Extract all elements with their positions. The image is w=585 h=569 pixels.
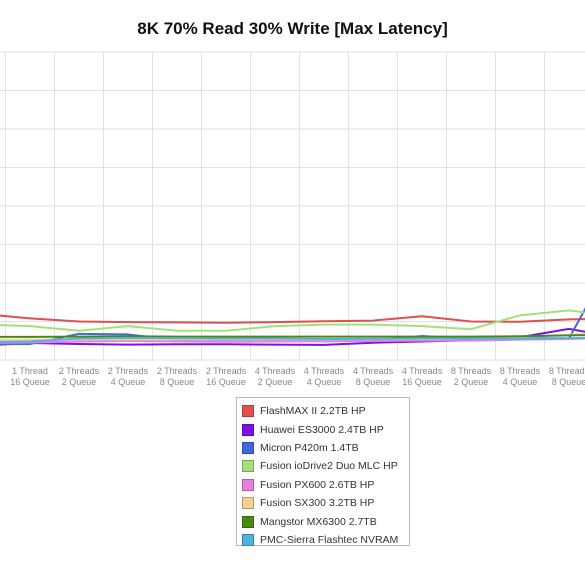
legend-label: Mangstor MX6300 2.7TB bbox=[260, 515, 377, 528]
chart-title: 8K 70% Read 30% Write [Max Latency] bbox=[137, 19, 448, 38]
legend-item: Fusion PX600 2.6TB HP bbox=[242, 476, 409, 494]
series-line-7 bbox=[0, 336, 585, 343]
x-tick-label: 8 Threads 4 Queue bbox=[500, 366, 541, 387]
x-tick-label: 4 Threads 8 Queue bbox=[353, 366, 394, 387]
x-tick-label: 4 Threads 2 Queue bbox=[255, 366, 296, 387]
x-tick-label: 2 Threads 16 Queue bbox=[206, 366, 247, 387]
x-tick-label: 2 Threads 4 Queue bbox=[108, 366, 149, 387]
legend-item: Micron P420m 1.4TB bbox=[242, 439, 409, 457]
legend-label: Fusion ioDrive2 Duo MLC HP bbox=[260, 460, 398, 473]
series-line-6 bbox=[0, 334, 585, 338]
legend-swatch bbox=[242, 423, 254, 436]
x-tick-label: 2 Threads 8 Queue bbox=[157, 366, 198, 387]
legend-swatch bbox=[242, 478, 254, 491]
legend-swatch bbox=[242, 405, 254, 418]
x-tick-label: 1 Thread 16 Queue bbox=[10, 366, 50, 387]
x-tick-label: 2 Threads 2 Queue bbox=[59, 366, 100, 387]
legend-label: Huawei ES3000 2.4TB HP bbox=[260, 423, 384, 436]
legend-swatch bbox=[242, 441, 254, 454]
legend-item: Fusion ioDrive2 Duo MLC HP bbox=[242, 457, 409, 475]
legend-label: Micron P420m 1.4TB bbox=[260, 441, 359, 454]
x-tick-label: 4 Threads 4 Queue bbox=[304, 366, 345, 387]
legend-swatch bbox=[242, 460, 254, 473]
legend-item: FlashMAX II 2.2TB HP bbox=[242, 402, 409, 420]
x-tick-label: 8 Threads 2 Queue bbox=[451, 366, 492, 387]
legend-item: PMC-Sierra Flashtec NVRAM bbox=[242, 531, 409, 549]
legend-label: FlashMAX II 2.2TB HP bbox=[260, 405, 366, 418]
series-line-4 bbox=[0, 337, 585, 344]
legend-label: PMC-Sierra Flashtec NVRAM bbox=[260, 533, 399, 546]
legend-item: Mangstor MX6300 2.7TB bbox=[242, 512, 409, 530]
legend-swatch bbox=[242, 515, 254, 528]
chart-series-lines bbox=[0, 307, 585, 346]
legend-label: Fusion SX300 3.2TB HP bbox=[260, 497, 375, 510]
legend-swatch bbox=[242, 497, 254, 510]
x-tick-label: 4 Threads 16 Queue bbox=[402, 366, 443, 387]
legend-label: Fusion PX600 2.6TB HP bbox=[260, 478, 375, 491]
legend-swatch bbox=[242, 533, 254, 546]
legend-item: Huawei ES3000 2.4TB HP bbox=[242, 420, 409, 438]
legend-item: Fusion SX300 3.2TB HP bbox=[242, 494, 409, 512]
series-line-1 bbox=[0, 327, 585, 346]
chart-gridlines bbox=[0, 51, 585, 361]
series-line-0 bbox=[0, 314, 585, 324]
series-line-3 bbox=[0, 309, 585, 332]
chart-legend: FlashMAX II 2.2TB HP Huawei ES3000 2.4TB … bbox=[236, 397, 410, 546]
